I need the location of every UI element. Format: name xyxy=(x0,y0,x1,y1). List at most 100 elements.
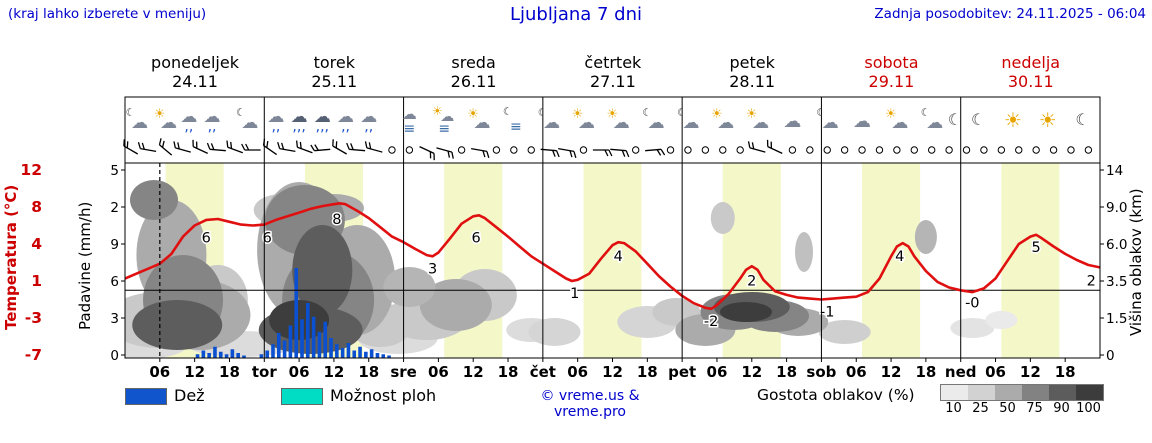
day-name: nedelja xyxy=(1001,53,1061,72)
weather-icon: ☁ xyxy=(926,113,943,133)
cloud-density-swatch-90 xyxy=(1049,385,1076,400)
page-title: Ljubljana 7 dni xyxy=(509,4,643,25)
wind-barb-icon xyxy=(610,148,630,158)
weather-icon: ≡ xyxy=(510,119,522,135)
calm-wind-icon xyxy=(927,146,936,154)
weather-icon: ☁ xyxy=(752,113,769,133)
calm-wind-icon xyxy=(806,146,814,154)
credit-link[interactable]: © vreme.us & vreme.pro xyxy=(540,388,640,420)
svg-text:4: 4 xyxy=(31,235,42,253)
weather-icon: ☁ xyxy=(160,113,177,133)
day-name: četrtek xyxy=(584,53,642,72)
day-name: sreda xyxy=(451,53,496,72)
day-header-4: četrtek 27.11 xyxy=(543,53,683,91)
wind-barb-icon xyxy=(471,147,490,159)
calm-wind-icon xyxy=(945,146,953,154)
cloud-density-value: 50 xyxy=(999,401,1016,416)
day-header-5: petek 28.11 xyxy=(682,53,822,91)
calm-wind-icon xyxy=(997,146,1006,154)
weather-icon: ☁ xyxy=(543,113,560,133)
wind-barb-icon xyxy=(262,138,278,156)
svg-text:12: 12 xyxy=(463,363,484,381)
svg-text:18: 18 xyxy=(637,363,658,381)
weather-icon: ,, xyxy=(341,119,350,135)
weather-icon: ☁ xyxy=(360,107,377,127)
weather-icon: ☁ xyxy=(717,113,734,133)
weather-icon: ☁ xyxy=(474,113,491,133)
cloud-height-axis-ticks: 14 9.0 6.0 3.5 1.5 0 xyxy=(1106,163,1127,364)
weather-icon: ≡ xyxy=(404,121,416,137)
svg-text:06: 06 xyxy=(289,363,310,381)
weather-icon: ☾ xyxy=(503,105,513,118)
weather-icon: ☁ xyxy=(204,107,221,127)
showers-legend-label: Možnost ploh xyxy=(330,386,437,405)
cloud-height-axis-label: Višina oblakov (km) xyxy=(1127,188,1145,337)
weather-icon: ≡ xyxy=(438,121,450,137)
svg-text:06: 06 xyxy=(149,363,170,381)
temperature-axis-ticks: 12 8 4 1 -3 -7 xyxy=(20,161,42,364)
weather-icon: ☀ xyxy=(154,107,166,122)
cloud-density-scale xyxy=(940,384,1104,401)
svg-text:1: 1 xyxy=(31,272,42,290)
svg-text:9: 9 xyxy=(110,237,119,253)
svg-text:12: 12 xyxy=(323,363,344,381)
cloud-density-value: 10 xyxy=(945,401,962,416)
svg-text:18: 18 xyxy=(358,363,379,381)
calm-wind-icon xyxy=(875,146,884,154)
cloud-density-value: 25 xyxy=(972,401,989,416)
weather-icon: ☁ xyxy=(891,113,908,133)
day-name: petek xyxy=(729,53,775,72)
last-update-timestamp: Zadnja posodobitev: 24.11.2025 - 06:04 xyxy=(874,6,1146,22)
svg-text:5: 5 xyxy=(1032,240,1041,256)
wind-symbols xyxy=(123,138,1093,161)
svg-text:-2: -2 xyxy=(704,314,718,330)
wind-barb-icon xyxy=(206,142,226,152)
wind-barb-icon xyxy=(295,140,313,154)
temperature-axis-label: Temperatura (°C) xyxy=(2,184,20,331)
weather-icon: ☾ xyxy=(538,106,548,119)
svg-text:tor: tor xyxy=(252,363,277,381)
wind-barb-icon xyxy=(645,148,666,156)
svg-text:pet: pet xyxy=(668,363,696,381)
svg-text:06: 06 xyxy=(707,363,728,381)
day-date: 28.11 xyxy=(729,72,776,91)
weather-icon: ,, xyxy=(184,119,193,135)
temperature-line xyxy=(125,202,1100,311)
svg-text:5: 5 xyxy=(110,163,119,179)
day-date: 24.11 xyxy=(172,72,218,91)
day-header-7: nedelja 30.11 xyxy=(961,53,1101,91)
precipitation-axis-ticks: 5 2 9 6 3 0 xyxy=(110,163,119,364)
wind-barb-icon xyxy=(137,141,157,153)
svg-text:12: 12 xyxy=(602,363,623,381)
svg-text:12: 12 xyxy=(1020,363,1041,381)
svg-text:8: 8 xyxy=(31,198,42,216)
weather-icon: ☁ xyxy=(613,113,630,133)
weather-icon: ☁ xyxy=(578,113,595,133)
day-name: torek xyxy=(313,53,355,72)
svg-text:12: 12 xyxy=(20,161,42,179)
calm-wind-icon xyxy=(1015,146,1023,154)
weather-icon: ☁ xyxy=(291,107,308,127)
time-axis-labels: 06 12 18 tor 06 12 18 sre 06 12 18 čet 06 12 18 pet 06 12… xyxy=(149,358,1076,381)
calm-wind-icon xyxy=(632,146,640,154)
svg-text:12: 12 xyxy=(881,363,902,381)
menu-hint: (kraj lahko izberete v meniju) xyxy=(8,6,207,22)
weather-icon: ☾ xyxy=(642,106,652,119)
weather-icon: ,,, xyxy=(316,119,329,135)
svg-text:6: 6 xyxy=(471,231,480,247)
weather-icon: ☾ xyxy=(126,106,136,119)
calm-wind-icon xyxy=(457,146,466,154)
svg-text:6: 6 xyxy=(202,231,211,247)
weather-icon: ☀ xyxy=(1039,108,1057,132)
weather-icon: ☾ xyxy=(921,106,931,119)
calm-wind-icon xyxy=(1067,146,1075,154)
svg-text:0: 0 xyxy=(110,348,119,364)
weather-icon: ☾ xyxy=(677,106,687,119)
rain-legend-swatch xyxy=(125,388,167,405)
calm-wind-icon xyxy=(666,146,675,154)
calm-wind-icon xyxy=(1032,146,1040,154)
calm-wind-icon xyxy=(684,146,692,154)
rain-legend-label: Dež xyxy=(174,386,205,405)
svg-text:06: 06 xyxy=(567,363,588,381)
